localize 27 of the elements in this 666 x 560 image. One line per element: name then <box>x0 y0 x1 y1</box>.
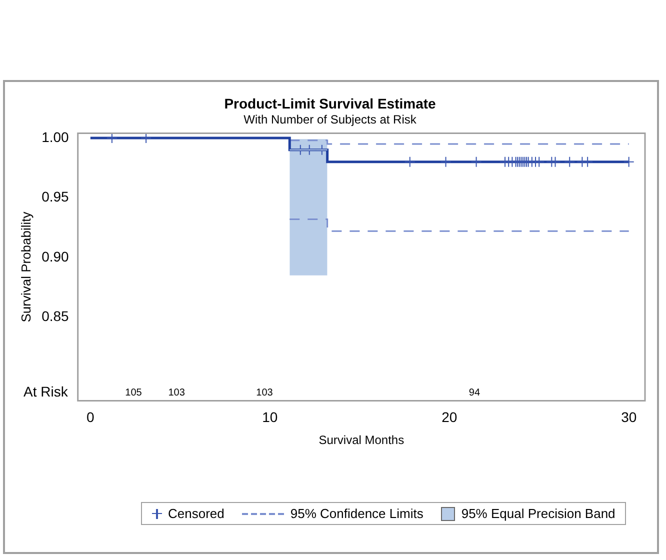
y-tick-label: 1.00 <box>42 128 70 145</box>
legend-label: 95% Confidence Limits <box>290 506 424 521</box>
annotation: 94 <box>468 388 480 399</box>
point <box>140 133 152 144</box>
y-tick-label: 0.95 <box>42 188 70 205</box>
y-tick-label: 0.90 <box>42 248 70 264</box>
point <box>470 156 482 168</box>
text: At Risk <box>24 384 69 400</box>
point <box>440 156 452 168</box>
point <box>564 156 576 168</box>
y-axis-title: Survival Probability <box>18 211 34 322</box>
chart-title: Product-Limit Survival Estimate <box>224 95 436 112</box>
annotation: 105 <box>125 388 142 399</box>
point <box>623 156 634 168</box>
point <box>404 156 416 168</box>
x-tick-label: 20 <box>442 409 458 426</box>
y-tick-label: 0.85 <box>42 308 70 324</box>
x-tick-label: 10 <box>262 409 278 426</box>
legend-label: Censored <box>168 506 224 521</box>
legend-label: 95% Equal Precision Band <box>461 506 616 521</box>
annotation: 103 <box>256 388 274 399</box>
x-tick-label: 0 <box>86 409 95 426</box>
x-tick-label: 30 <box>621 409 637 426</box>
annotation: 103 <box>168 388 186 399</box>
x-axis-title: Survival Months <box>318 433 404 448</box>
point <box>106 133 118 144</box>
chart-subtitle: With Number of Subjects at Risk <box>244 112 418 126</box>
